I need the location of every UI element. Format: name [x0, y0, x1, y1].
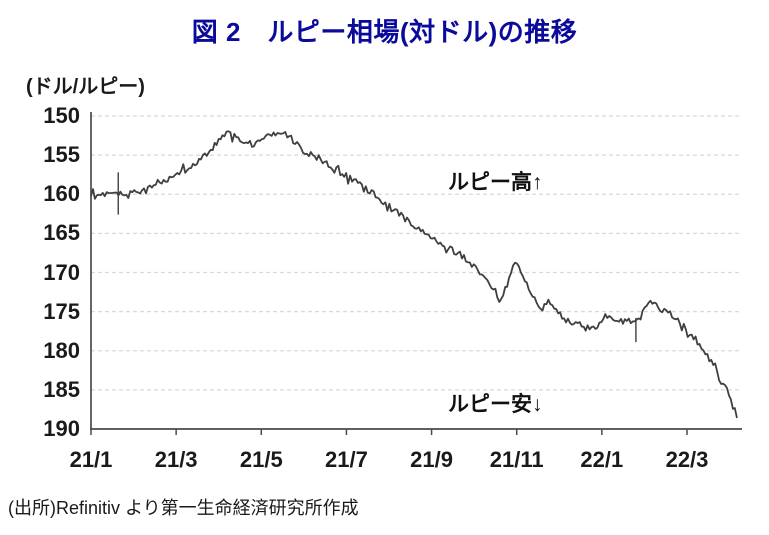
x-tick-label-21-5: 21/5 [239, 447, 283, 472]
source-note: (出所)Refinitiv より第一生命経済研究所作成 [8, 498, 359, 518]
y-tick-label-190: 190 [43, 416, 80, 441]
y-tick-label-170: 170 [43, 259, 80, 285]
annotation-rupee-low: ルピー安↓ [448, 393, 543, 416]
rate-series-line [90, 130, 738, 419]
x-tick-label-21-7: 21/7 [325, 447, 368, 472]
y-tick-label-180: 180 [43, 337, 80, 363]
x-tick-label-21-3: 21/3 [154, 447, 198, 472]
y-tick-label-175: 175 [43, 298, 80, 324]
y-tick-label-150: 150 [43, 103, 80, 128]
x-tick-label-21-11: 21/11 [489, 447, 544, 472]
x-tick-label-22-1: 22/1 [580, 447, 624, 472]
y-tick-label-160: 160 [43, 181, 80, 207]
x-tick-label-22-3: 22/3 [665, 447, 709, 472]
y-axis-unit-label: (ドル/ルピー) [26, 76, 145, 98]
y-tick-label-155: 155 [43, 142, 80, 168]
y-tick-label-185: 185 [43, 376, 80, 402]
x-tick-label-21-9: 21/9 [410, 447, 453, 472]
x-tick-label-21-1: 21/1 [69, 447, 113, 472]
annotation-rupee-high: ルピー高↑ [448, 171, 543, 194]
chart-title: 図 2 ルピー相場(対ドル)の推移 [191, 17, 578, 47]
y-tick-label-165: 165 [43, 220, 80, 246]
